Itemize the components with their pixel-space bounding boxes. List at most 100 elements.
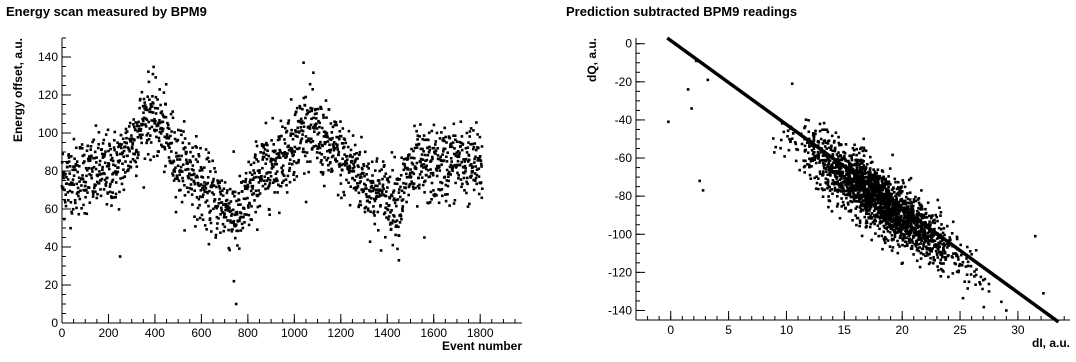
data-point: [238, 174, 242, 178]
data-point: [425, 164, 428, 168]
data-point: [281, 125, 284, 128]
data-point: [883, 218, 886, 221]
data-point: [1042, 292, 1045, 295]
data-point: [908, 215, 912, 219]
data-point: [247, 213, 251, 217]
data-point: [922, 214, 926, 217]
data-point: [181, 179, 185, 183]
data-point: [366, 178, 369, 182]
data-point: [151, 95, 154, 98]
data-point: [448, 204, 451, 207]
data-point: [232, 279, 236, 283]
data-point: [278, 148, 281, 152]
data-point: [845, 189, 848, 193]
data-point: [379, 249, 383, 252]
data-point: [375, 157, 379, 160]
data-point: [808, 145, 811, 148]
data-point: [913, 229, 916, 233]
data-point: [390, 194, 394, 198]
data-point: [77, 212, 81, 216]
data-point: [92, 138, 96, 142]
data-point: [77, 194, 80, 198]
data-point: [117, 166, 120, 169]
data-point: [305, 139, 309, 143]
data-point: [860, 193, 863, 197]
data-point: [252, 161, 256, 165]
data-point: [869, 214, 872, 217]
data-point: [83, 160, 86, 163]
data-point: [286, 174, 290, 178]
chart-panel-subtracted-readings: Prediction subtracted BPM9 readings 0 5 10…: [538, 0, 1076, 362]
data-point: [812, 139, 816, 143]
data-point: [840, 205, 843, 208]
data-point: [449, 163, 453, 167]
data-point: [389, 221, 392, 225]
data-point: [118, 190, 121, 194]
data-point: [350, 159, 354, 163]
data-point: [434, 167, 438, 171]
data-point: [315, 127, 319, 130]
data-point: [320, 153, 324, 156]
data-point: [846, 178, 850, 182]
data-point: [117, 145, 120, 149]
data-point: [1000, 300, 1003, 304]
data-point: [82, 203, 85, 207]
data-point: [830, 210, 834, 213]
data-point: [865, 209, 869, 212]
data-point: [887, 222, 890, 226]
data-point: [150, 110, 153, 114]
data-point: [875, 176, 878, 180]
data-point: [899, 227, 902, 230]
data-point: [816, 153, 819, 157]
data-point: [951, 272, 955, 275]
data-point: [965, 273, 969, 276]
data-point: [822, 154, 826, 158]
data-point: [870, 204, 873, 207]
data-point: [155, 128, 158, 132]
y-tick-label: -80: [615, 189, 633, 203]
data-point: [928, 220, 931, 223]
data-point: [262, 155, 266, 159]
data-point: [346, 145, 350, 149]
data-point: [288, 180, 292, 184]
data-point: [459, 120, 463, 123]
data-point: [278, 211, 281, 215]
data-point: [384, 194, 388, 198]
data-point: [97, 142, 100, 146]
data-point: [414, 186, 417, 190]
data-point: [355, 175, 358, 178]
data-point: [401, 209, 404, 213]
data-point: [288, 158, 292, 162]
data-point: [251, 184, 255, 188]
data-point: [155, 135, 158, 139]
data-point: [915, 230, 919, 234]
data-point: [218, 187, 222, 190]
x-tick-label: 25: [953, 323, 967, 337]
y-tick-label: 100: [38, 126, 58, 140]
data-point: [888, 245, 892, 248]
data-point: [937, 235, 940, 239]
data-point: [981, 278, 985, 282]
data-point: [882, 175, 885, 179]
data-point: [206, 156, 210, 160]
data-point: [847, 174, 850, 178]
data-point: [851, 163, 854, 167]
data-point: [151, 72, 155, 76]
data-point: [411, 163, 415, 166]
data-point: [317, 145, 320, 148]
data-point: [942, 246, 945, 250]
data-point: [174, 151, 178, 155]
data-point: [293, 150, 296, 153]
data-point: [315, 112, 318, 115]
data-point: [933, 227, 936, 231]
data-point: [772, 137, 775, 140]
data-point: [884, 177, 887, 181]
data-point: [230, 214, 233, 217]
data-point: [176, 177, 179, 181]
data-point: [902, 216, 906, 220]
data-point: [826, 179, 830, 183]
data-point: [863, 183, 867, 187]
data-point: [165, 133, 169, 136]
data-point: [467, 141, 470, 144]
data-point: [372, 187, 376, 190]
